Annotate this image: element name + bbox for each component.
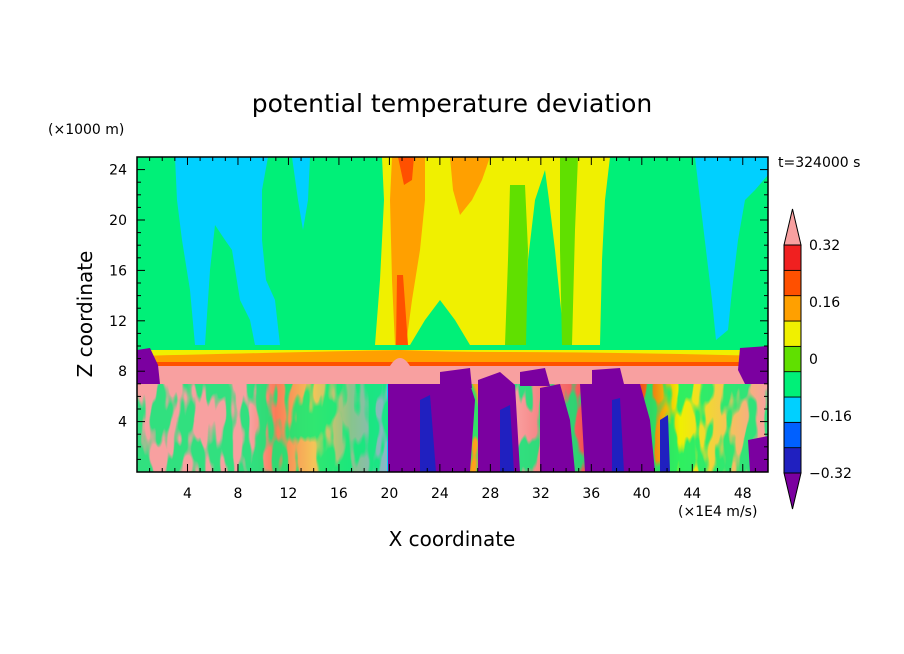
colorbar-extend-bottom xyxy=(783,472,802,510)
colorbar-bin xyxy=(783,269,802,297)
y-tick-label: 24 xyxy=(109,163,127,179)
field-blue-patches xyxy=(420,395,670,472)
y-axis: 4 8 12 16 20 24 xyxy=(109,163,768,460)
field-red-core xyxy=(396,157,414,345)
x-tick-label: 20 xyxy=(380,486,398,502)
y-tick-label: 16 xyxy=(109,263,127,279)
field-cyan-column-right xyxy=(695,157,768,340)
colorbar-frame xyxy=(783,244,802,474)
contour-field xyxy=(137,157,768,472)
colorbar-bin xyxy=(783,244,802,271)
time-label: t=324000 s xyxy=(778,155,860,171)
y-tick-label: 8 xyxy=(118,364,127,380)
colorbar-tick-label: 0 xyxy=(809,352,818,368)
colorbar-bin xyxy=(783,396,802,423)
field-green-gap-2 xyxy=(560,157,578,345)
colorbar: −0.32 −0.16 0 0.16 0.32 xyxy=(783,208,852,510)
x-tick-label: 32 xyxy=(532,486,550,502)
x-tick-label: 36 xyxy=(582,486,600,502)
x-tick-label: 48 xyxy=(734,486,752,502)
field-cyan-column-left xyxy=(175,157,280,345)
colorbar-tick-label: 0.32 xyxy=(809,238,840,254)
y-tick-label: 20 xyxy=(109,213,127,229)
field-cyan-column-mid xyxy=(292,157,310,230)
y-axis-unit: (×1000 m) xyxy=(48,122,124,138)
x-tick-label: 12 xyxy=(280,486,298,502)
colorbar-bin xyxy=(783,345,802,373)
x-axis: 4 8 12 16 20 24 28 32 36 40 44 48 xyxy=(149,157,756,502)
x-tick-label: 4 xyxy=(183,486,192,502)
chart-title: potential temperature deviation xyxy=(252,89,652,118)
y-tick-label: 4 xyxy=(118,415,127,431)
x-tick-label: 44 xyxy=(683,486,701,502)
field-warm-plume xyxy=(375,157,610,345)
colorbar-bin xyxy=(783,320,802,347)
field-cold-patch-center xyxy=(388,368,655,472)
x-tick-label: 8 xyxy=(233,486,242,502)
field-orange-top xyxy=(450,157,490,215)
colorbar-tick-label: −0.32 xyxy=(809,466,852,482)
colorbar-tick-label: −0.16 xyxy=(809,409,852,425)
colorbar-bin xyxy=(783,447,802,474)
field-green-gap xyxy=(505,185,528,345)
colorbar-tick-label: 0.16 xyxy=(809,295,840,311)
y-axis-label: Z coordinate xyxy=(73,251,97,378)
x-tick-label: 28 xyxy=(481,486,499,502)
y-tick-label: 12 xyxy=(109,314,127,330)
colorbar-extend-top xyxy=(783,208,802,246)
colorbar-bin xyxy=(783,421,802,449)
x-tick-label: 24 xyxy=(431,486,449,502)
field-cold-patch-right xyxy=(738,346,768,472)
x-axis-label: X coordinate xyxy=(389,527,516,551)
x-tick-label: 16 xyxy=(330,486,348,502)
x-tick-label: 40 xyxy=(633,486,651,502)
colorbar-bin xyxy=(783,371,802,398)
x-axis-unit: (×1E4 m/s) xyxy=(678,504,757,520)
colorbar-bin xyxy=(783,295,802,322)
field-cold-patch-left xyxy=(137,348,160,384)
